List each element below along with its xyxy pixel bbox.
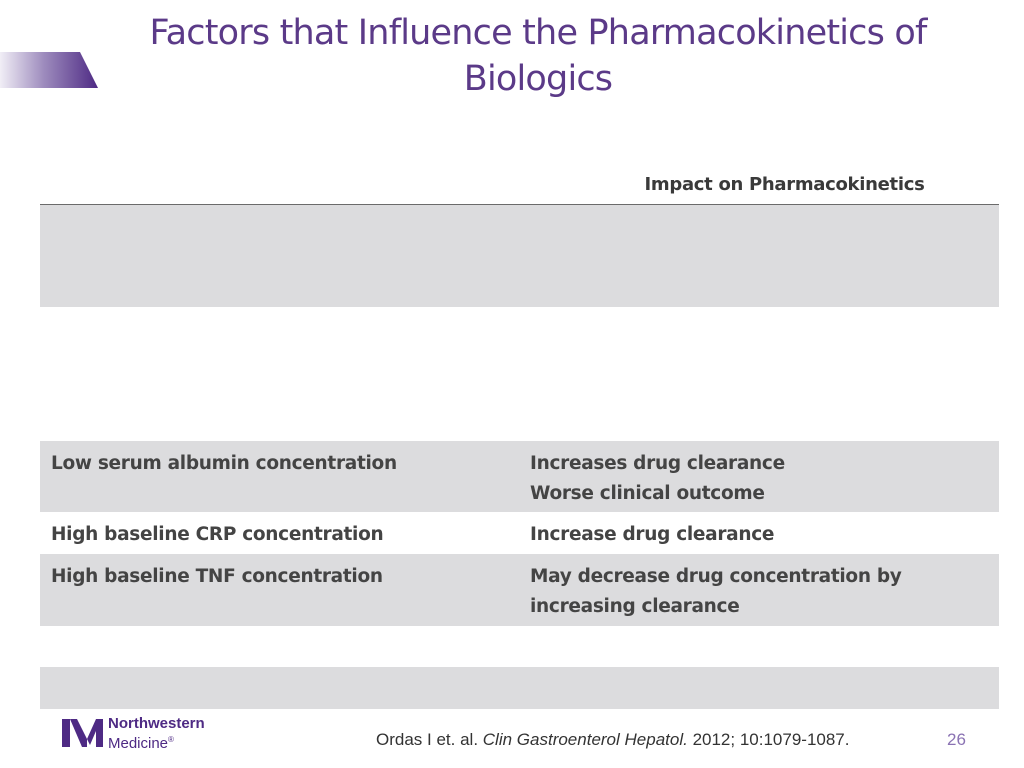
title-line-1: Factors that Influence the Pharmacokinet… (149, 13, 927, 53)
factors-table: Impact on Pharmacokinetics Low serum alb… (40, 163, 999, 709)
table-row (40, 667, 999, 709)
logo-line-2: Medicine® (108, 735, 174, 752)
citation-authors: Ordas I et. al. (376, 730, 479, 749)
impact-cell: May decrease drug concentration by incre… (530, 566, 902, 617)
impact-cell: Increase drug clearance (530, 524, 775, 545)
citation: Ordas I et. al. Clin Gastroenterol Hepat… (376, 730, 849, 750)
page-number: 26 (947, 730, 966, 749)
accent-bar (0, 52, 98, 88)
title-line-2: Biologics (463, 59, 613, 99)
table-row: High baseline TNF concentration May decr… (40, 554, 999, 626)
page-title: Factors that Influence the Pharmacokinet… (105, 10, 971, 102)
table-row: High baseline CRP concentration Increase… (40, 512, 999, 554)
table-row (40, 307, 999, 441)
citation-details: 2012; 10:1079-1087. (692, 730, 850, 749)
factor-cell: High baseline TNF concentration (51, 566, 383, 587)
northwestern-medicine-logo: Northwestern Medicine® (62, 715, 232, 752)
logo-line-1: Northwestern (108, 715, 205, 732)
table-row (40, 205, 999, 307)
factor-cell: Low serum albumin concentration (51, 453, 397, 474)
impact-cell: Increases drug clearance Worse clinical … (530, 453, 785, 504)
table-row (40, 626, 999, 667)
table-row: Low serum albumin concentration Increase… (40, 441, 999, 512)
factor-cell: High baseline CRP concentration (51, 524, 384, 545)
table-header-row: Impact on Pharmacokinetics (40, 163, 999, 205)
registered-mark: ® (168, 735, 174, 744)
nm-logo-icon (62, 719, 103, 747)
header-impact: Impact on Pharmacokinetics (644, 174, 925, 195)
citation-journal: Clin Gastroenterol Hepatol. (482, 730, 688, 749)
